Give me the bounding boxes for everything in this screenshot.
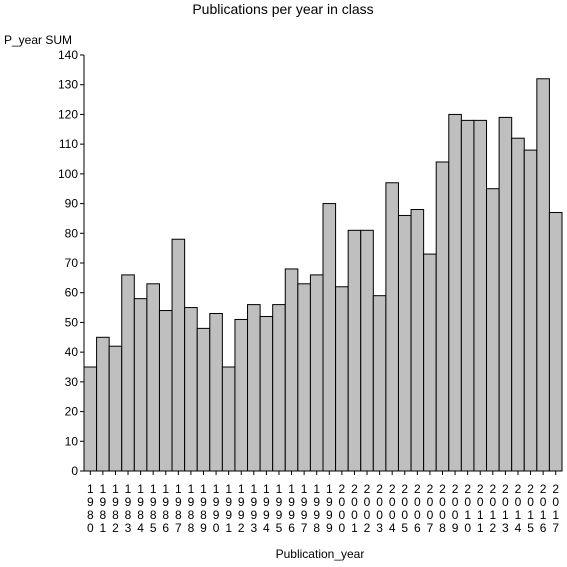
bar-2015: [523, 149, 538, 472]
bar-1990: [209, 313, 223, 472]
bar-2016: [536, 78, 550, 472]
bar-1989: [196, 327, 211, 472]
bar-2000: [335, 286, 349, 472]
bars-group: [83, 78, 563, 472]
y-tick-label: 120: [58, 107, 78, 121]
bar-1988: [184, 307, 198, 472]
bar-2009: [448, 113, 462, 472]
y-tick-label: 80: [65, 226, 79, 240]
bar-1981: [96, 336, 110, 472]
y-tick-label: 10: [65, 434, 79, 448]
y-tick-label: 40: [65, 345, 79, 359]
bar-1985: [146, 283, 160, 472]
bar-1994: [259, 315, 274, 472]
bar-1980: [83, 366, 98, 472]
y-tick-label: 100: [58, 167, 78, 181]
bar-2001: [347, 229, 362, 472]
bar-2004: [385, 182, 399, 472]
bar-1992: [234, 318, 249, 472]
bar-1982: [108, 345, 123, 472]
y-tick-label: 110: [59, 137, 78, 151]
bar-2011: [473, 119, 488, 472]
x-axis-label: Publication_year: [276, 547, 365, 561]
y-tick-label: 130: [58, 78, 78, 92]
y-tick-label: 30: [65, 375, 79, 389]
bar-2008: [435, 161, 450, 472]
y-tick-label: 20: [65, 405, 79, 419]
bar-2014: [511, 137, 525, 472]
bar-1997: [297, 283, 311, 472]
bar-1986: [158, 310, 173, 472]
y-tick-label: 140: [58, 48, 78, 62]
bar-1993: [247, 304, 261, 472]
y-tick-label: 50: [65, 315, 79, 329]
bar-2013: [498, 116, 513, 472]
y-tick-label: 70: [65, 256, 79, 270]
y-tick-label: 60: [65, 286, 79, 300]
bar-2007: [423, 253, 437, 472]
bar-1984: [133, 298, 148, 472]
y-axis-label: P_year SUM: [4, 33, 72, 47]
bar-1995: [272, 304, 286, 472]
bar-1983: [121, 274, 135, 472]
bar-2006: [410, 209, 425, 472]
bar-1987: [171, 238, 186, 472]
y-tick-label: 0: [71, 464, 78, 478]
bar-1999: [322, 203, 337, 472]
bar-2012: [486, 188, 500, 472]
y-axis: 0 10 20 30 40 50 60 70 80 90 100 110 120 130 140: [58, 48, 85, 478]
bar-1991: [221, 366, 236, 472]
bar-1996: [284, 268, 299, 472]
x-axis: 1 9 8 0 1 9 8 1 1 9 8 2 1 9 8 3 1 9 8 4 1 9 8 5 1 9 8 6 1 9 8 7 1 9 8 8 1 9 8 9…: [84, 470, 562, 535]
y-tick-label: 90: [65, 197, 79, 211]
bar-2002: [360, 229, 374, 472]
chart-title: Publications per year in class: [192, 1, 373, 17]
bar-2010: [460, 119, 475, 472]
bar-2005: [397, 214, 412, 472]
bar-2003: [372, 295, 387, 472]
bar-1998: [309, 274, 324, 472]
bar-2017: [548, 211, 563, 472]
